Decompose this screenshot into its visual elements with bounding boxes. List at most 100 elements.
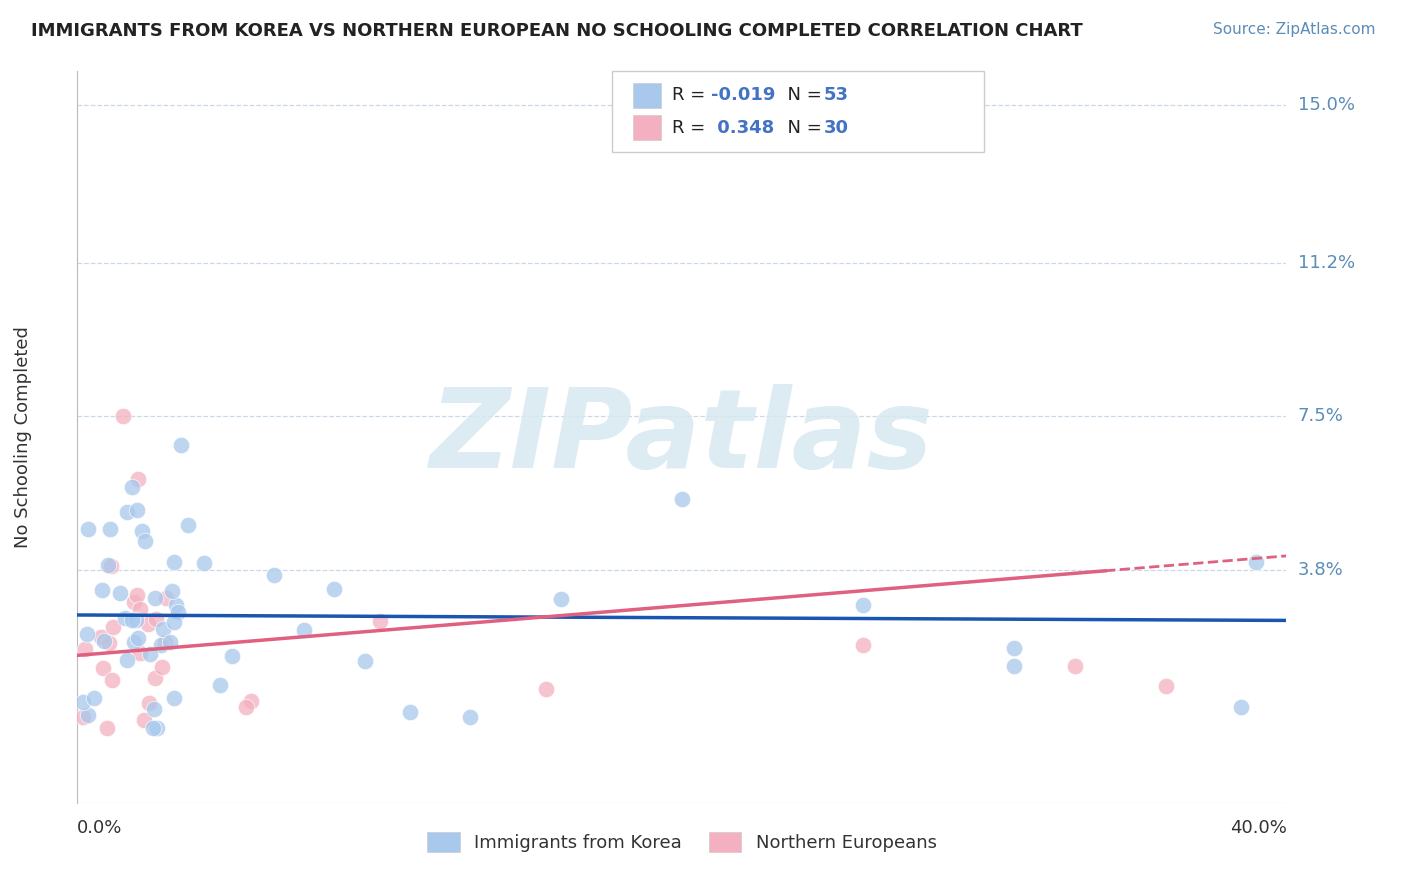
- Text: N =: N =: [776, 87, 828, 104]
- Point: [115, 653, 138, 667]
- Point: [152, 622, 174, 636]
- Point: [458, 710, 481, 724]
- Point: [163, 691, 186, 706]
- Point: [323, 582, 346, 597]
- Point: [142, 721, 165, 735]
- Point: [121, 613, 143, 627]
- Point: [550, 592, 572, 607]
- Point: [91, 661, 114, 675]
- Point: [193, 556, 215, 570]
- Point: [145, 612, 167, 626]
- Text: IMMIGRANTS FROM KOREA VS NORTHERN EUROPEAN NO SCHOOLING COMPLETED CORRELATION CH: IMMIGRANTS FROM KOREA VS NORTHERN EUROPE…: [31, 22, 1083, 40]
- Point: [127, 631, 149, 645]
- Point: [1246, 555, 1268, 569]
- Point: [90, 630, 112, 644]
- Point: [163, 555, 186, 569]
- Point: [132, 713, 155, 727]
- Point: [129, 646, 152, 660]
- Point: [93, 633, 115, 648]
- Point: [77, 522, 100, 536]
- Point: [115, 505, 138, 519]
- Text: 0.0%: 0.0%: [77, 820, 122, 838]
- Point: [1064, 658, 1087, 673]
- Point: [534, 681, 557, 696]
- Point: [146, 721, 169, 735]
- Point: [221, 648, 243, 663]
- Point: [155, 591, 177, 605]
- Point: [76, 627, 98, 641]
- Text: 3.8%: 3.8%: [1298, 561, 1343, 579]
- Point: [125, 613, 148, 627]
- Text: R =: R =: [672, 119, 711, 136]
- Text: Source: ZipAtlas.com: Source: ZipAtlas.com: [1212, 22, 1375, 37]
- Point: [852, 599, 875, 613]
- Point: [96, 721, 118, 735]
- Text: N =: N =: [776, 119, 828, 136]
- Point: [368, 614, 391, 628]
- Point: [97, 558, 120, 572]
- Text: 30: 30: [824, 119, 849, 136]
- Point: [131, 524, 153, 538]
- Point: [138, 696, 160, 710]
- Point: [122, 595, 145, 609]
- Point: [143, 702, 166, 716]
- Point: [353, 654, 375, 668]
- Point: [240, 694, 263, 708]
- Point: [121, 480, 143, 494]
- Point: [292, 623, 315, 637]
- Point: [98, 636, 121, 650]
- Point: [399, 705, 422, 719]
- Point: [91, 582, 114, 597]
- Point: [1004, 658, 1026, 673]
- Point: [170, 438, 193, 452]
- Point: [111, 409, 134, 424]
- Point: [83, 691, 105, 706]
- Point: [263, 567, 285, 582]
- Point: [852, 638, 875, 652]
- Point: [75, 641, 97, 656]
- Text: 53: 53: [824, 87, 849, 104]
- Point: [235, 699, 257, 714]
- Point: [139, 647, 162, 661]
- Point: [129, 602, 152, 616]
- Point: [98, 521, 121, 535]
- Point: [153, 635, 176, 649]
- Text: 15.0%: 15.0%: [1298, 95, 1354, 113]
- Point: [127, 472, 149, 486]
- Text: 11.2%: 11.2%: [1298, 253, 1355, 271]
- Point: [114, 611, 136, 625]
- Point: [167, 605, 190, 619]
- Point: [125, 503, 148, 517]
- Point: [1004, 641, 1026, 656]
- Point: [149, 638, 172, 652]
- Point: [159, 635, 181, 649]
- Point: [160, 584, 183, 599]
- Point: [125, 589, 148, 603]
- Point: [165, 598, 187, 612]
- Point: [143, 591, 166, 605]
- Point: [163, 615, 186, 630]
- Point: [72, 695, 94, 709]
- Point: [1154, 680, 1177, 694]
- Point: [122, 635, 145, 649]
- Text: 7.5%: 7.5%: [1298, 408, 1344, 425]
- Text: -0.019: -0.019: [711, 87, 776, 104]
- Point: [72, 709, 94, 723]
- Point: [176, 517, 198, 532]
- Point: [671, 491, 693, 506]
- Text: 0.348: 0.348: [711, 119, 775, 136]
- Point: [76, 707, 98, 722]
- Point: [101, 620, 124, 634]
- Text: 40.0%: 40.0%: [1230, 820, 1286, 838]
- Point: [100, 558, 122, 573]
- Point: [209, 678, 232, 692]
- Point: [108, 585, 131, 599]
- Point: [145, 672, 167, 686]
- Point: [1230, 700, 1253, 714]
- Text: ZIPatlas: ZIPatlas: [430, 384, 934, 491]
- Text: R =: R =: [672, 87, 711, 104]
- Legend: Immigrants from Korea, Northern Europeans: Immigrants from Korea, Northern European…: [420, 824, 943, 860]
- Text: No Schooling Completed: No Schooling Completed: [14, 326, 32, 548]
- Point: [134, 533, 156, 548]
- Point: [150, 659, 173, 673]
